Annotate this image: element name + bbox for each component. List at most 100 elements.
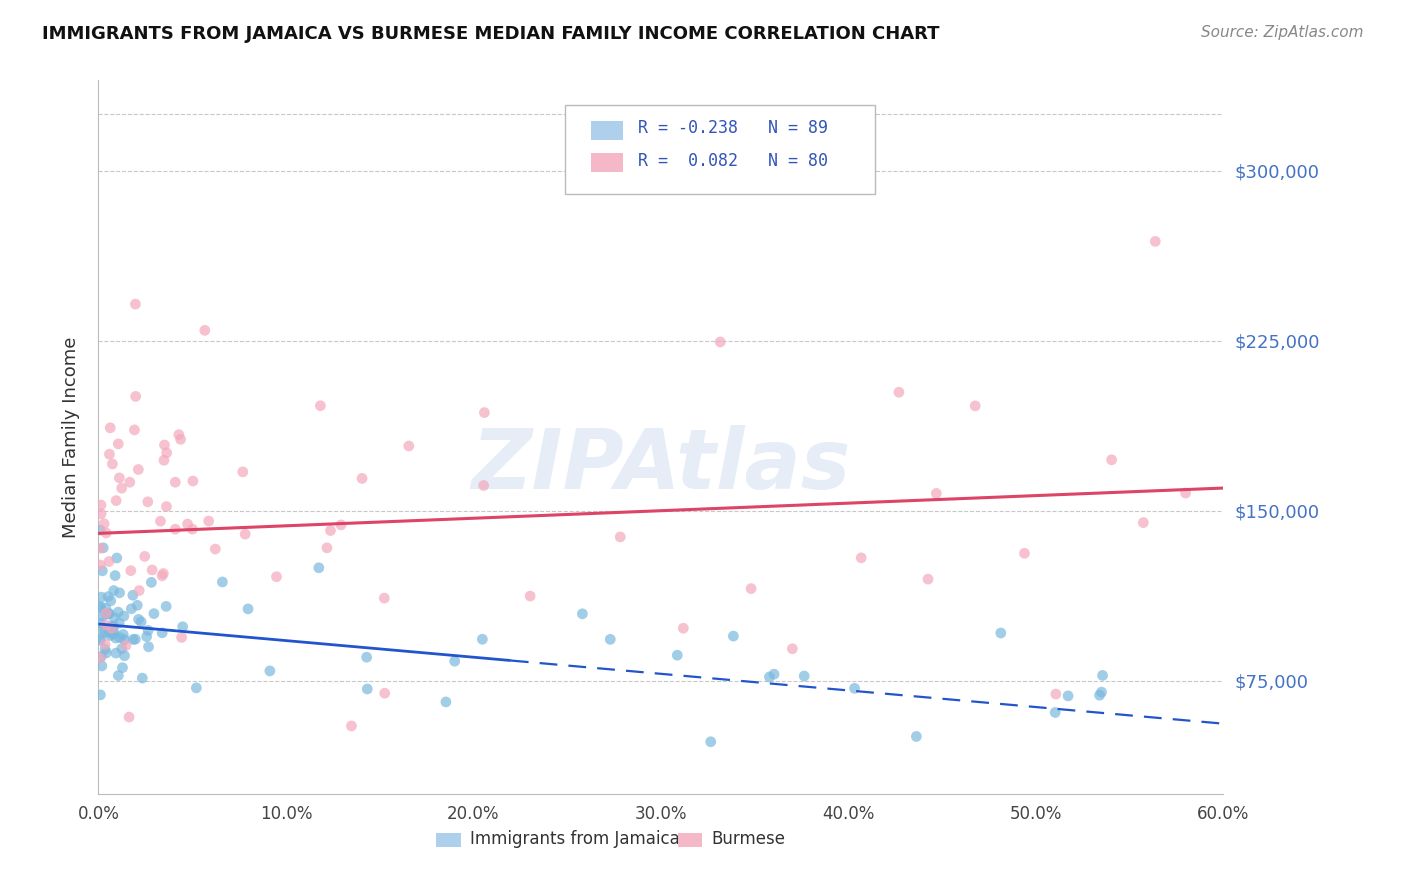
Point (107, 605, 129, 619)
Point (93, 622, 115, 636)
Point (474, 406, 496, 420)
Point (101, 457, 124, 471)
Point (150, 625, 173, 640)
Point (131, 671, 153, 685)
Point (134, 549, 156, 564)
Point (89, 651, 111, 665)
Point (519, 589, 541, 603)
FancyBboxPatch shape (678, 833, 703, 847)
Point (100, 622, 122, 636)
Point (211, 574, 233, 589)
Point (101, 627, 124, 641)
Point (98, 607, 121, 621)
Point (101, 619, 124, 633)
Point (356, 681, 378, 696)
Point (112, 609, 135, 624)
Point (434, 695, 457, 709)
FancyBboxPatch shape (591, 153, 623, 171)
FancyBboxPatch shape (436, 833, 461, 847)
Point (128, 583, 150, 598)
Point (1014, 546, 1036, 560)
Point (115, 639, 138, 653)
Point (96, 526, 118, 541)
Point (129, 615, 152, 629)
Point (233, 527, 256, 541)
Point (91, 564, 114, 578)
Point (89, 541, 111, 556)
Point (609, 530, 631, 544)
Point (141, 575, 163, 590)
Point (599, 632, 621, 647)
Point (142, 607, 165, 621)
Point (114, 632, 136, 647)
Text: Burmese: Burmese (711, 830, 786, 847)
Point (150, 569, 173, 583)
Point (152, 566, 174, 581)
Point (118, 710, 141, 724)
Point (1045, 687, 1067, 701)
Text: R =  0.082   N = 80: R = 0.082 N = 80 (638, 152, 828, 169)
Point (122, 632, 145, 647)
Point (100, 628, 122, 642)
Point (103, 610, 125, 624)
Point (111, 481, 134, 495)
Point (120, 601, 142, 615)
Point (108, 615, 131, 630)
Point (1090, 685, 1112, 699)
Point (97, 607, 120, 621)
Point (165, 475, 187, 490)
Point (135, 630, 157, 644)
Point (91, 609, 114, 624)
Point (169, 433, 191, 447)
Point (340, 719, 363, 733)
Point (851, 550, 873, 565)
Point (236, 602, 259, 616)
Point (181, 522, 204, 536)
Point (111, 641, 134, 656)
Point (90, 498, 112, 512)
Point (112, 627, 135, 641)
Point (782, 641, 804, 656)
Point (118, 475, 141, 490)
Point (89, 632, 111, 646)
Point (155, 599, 177, 614)
Point (98, 625, 121, 640)
Point (89, 688, 111, 702)
Point (155, 500, 177, 514)
Point (723, 629, 745, 643)
Point (374, 686, 396, 700)
Point (763, 667, 786, 681)
Point (186, 681, 208, 695)
Point (98, 447, 121, 461)
Point (758, 670, 780, 684)
Point (700, 735, 723, 749)
Point (740, 582, 762, 596)
Point (93, 516, 115, 531)
Point (887, 385, 910, 400)
Point (165, 522, 187, 536)
Point (103, 625, 125, 640)
Point (149, 514, 172, 528)
Point (672, 621, 695, 635)
Point (471, 632, 494, 647)
FancyBboxPatch shape (565, 105, 875, 194)
Point (120, 564, 142, 578)
Point (94, 601, 117, 615)
Point (105, 551, 128, 566)
Point (1101, 452, 1123, 467)
Point (319, 524, 342, 538)
Point (308, 561, 330, 575)
Point (176, 517, 198, 532)
Point (100, 621, 122, 635)
Point (124, 297, 146, 311)
Point (94, 618, 117, 632)
Point (1132, 516, 1154, 530)
Point (844, 681, 866, 696)
Point (89, 633, 111, 648)
Point (905, 730, 928, 744)
Text: Immigrants from Jamaica: Immigrants from Jamaica (470, 830, 679, 847)
Point (138, 640, 160, 654)
Point (89, 600, 111, 615)
Point (1043, 706, 1066, 720)
Point (709, 334, 731, 349)
